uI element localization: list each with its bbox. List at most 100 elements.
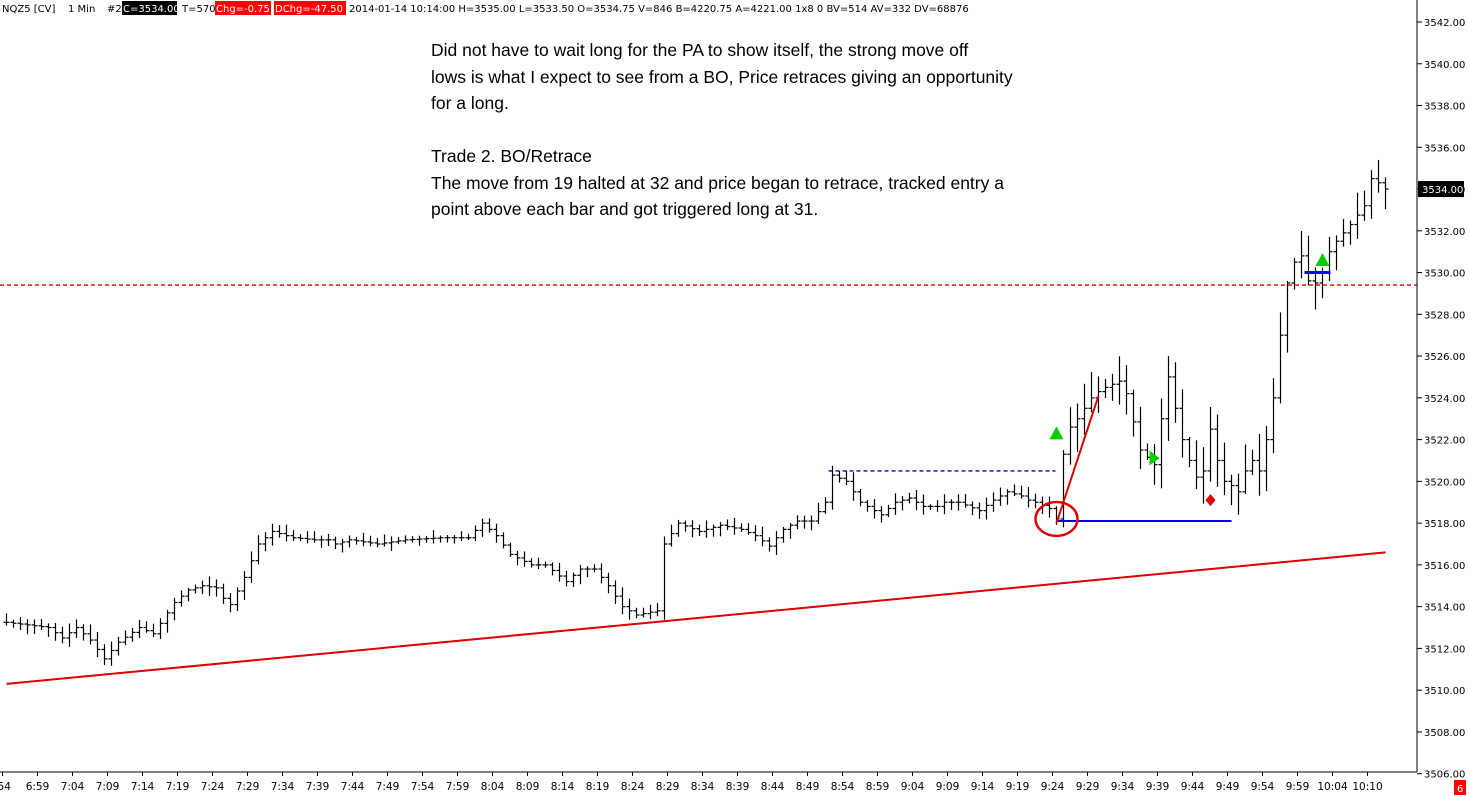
ohlc-bar (1011, 484, 1018, 497)
time-axis[interactable]: :54 6:59 7:04 7:09 7:14 7:19 7:24 7:29 7:34 7:39 7… (0, 771, 1417, 793)
price-tick-label: 3538.00 (1424, 102, 1465, 113)
ohlc-bar (1214, 414, 1221, 487)
ohlc-bar (1221, 442, 1228, 496)
price-tick-label: 3524.00 (1424, 394, 1465, 405)
ohlc-bar (605, 572, 612, 594)
ohlc-bar (696, 524, 703, 537)
ohlc-bar (185, 587, 192, 602)
ohlc-bar (10, 619, 17, 628)
ohlc-bar (535, 557, 542, 569)
price-tick-label: 3514.00 (1424, 603, 1465, 614)
ohlc-bar (885, 504, 892, 517)
ohlc-bar (1004, 489, 1011, 505)
ohlc-bar (626, 598, 633, 620)
ohlc-bar (689, 520, 696, 538)
price-axis[interactable]: 3506.00 3508.00 3510.00 3512.00 3514.00 3516.… (1416, 0, 1466, 795)
ohlc-bar (255, 535, 262, 565)
ohlc-bar (1340, 219, 1347, 247)
ohlc-bar (906, 492, 913, 504)
time-tick-label: 8:34 (691, 781, 715, 793)
trendline (6, 551, 1386, 685)
ohlc-bar (990, 492, 997, 512)
ohlc-bar (1284, 280, 1291, 353)
ohlc-bar (1242, 444, 1249, 494)
ohlc-bar (591, 564, 598, 573)
price-tick-label: 3540.00 (1424, 60, 1465, 71)
ohlc-bar (374, 537, 381, 548)
ohlc-bar (1081, 383, 1088, 435)
change-value: Chg=-0.75 (216, 4, 270, 15)
ohlc-bar (1018, 485, 1025, 499)
ohlc-bar (731, 517, 738, 535)
ohlc-bar (759, 526, 766, 547)
ohlc-bar (556, 562, 563, 582)
ohlc-bar (668, 524, 675, 547)
ohlc-bar (276, 525, 283, 538)
ohlc-bar (1067, 407, 1074, 465)
corner-marker (1454, 780, 1466, 795)
time-tick-label: 9:09 (936, 781, 960, 793)
ohlc-bar (444, 535, 451, 543)
price-tick-label: 3518.00 (1424, 519, 1465, 530)
ohlc-bar (570, 572, 577, 587)
ohlc-bar (318, 535, 325, 548)
time-tick-label: 8:49 (796, 781, 820, 793)
ohlc-bar (143, 621, 150, 633)
up-arrow-marker (1315, 253, 1330, 267)
ohlc-bar (87, 624, 94, 645)
ohlc-bar (1088, 371, 1095, 413)
ohlc-bar (157, 618, 164, 639)
ohlc-bar (724, 519, 731, 531)
down-diamond-marker (1205, 494, 1216, 507)
trade-count: T=570 (181, 4, 216, 15)
time-tick-label: 7:09 (96, 781, 120, 793)
time-tick-label: 9:24 (1041, 781, 1065, 793)
ohlc-bar (1305, 235, 1312, 286)
time-tick-label: 7:34 (271, 781, 295, 793)
ohlc-bar (458, 531, 465, 542)
last-price-label: 3534.00 (1422, 185, 1463, 196)
ohlc-bar (290, 530, 297, 541)
price-tick-label: 3528.00 (1424, 310, 1465, 321)
ohlc-bar (3, 613, 10, 626)
chart-header: NQZ5 [CV] 1 Min #2 C=3534.00 T=570 Chg=-0.75 D… (2, 1, 969, 15)
ohlc-bar (1263, 425, 1270, 492)
ohlc-bar (1256, 434, 1263, 496)
price-bars (3, 159, 1389, 666)
ohlc-bar (402, 535, 409, 544)
ohlc-bar (1207, 407, 1214, 482)
ohlc-bar (1235, 473, 1242, 515)
ohlc-bar (815, 502, 822, 524)
ohlc-bar (1270, 378, 1277, 454)
price-tick-label: 3520.00 (1424, 477, 1465, 488)
ohlc-bar (115, 636, 122, 656)
ohlc-bar (948, 499, 955, 510)
ohlc-bar (1025, 487, 1032, 508)
ohlc-bar (976, 502, 983, 519)
ohlc-bar (1249, 449, 1256, 476)
ohlc-bar (563, 570, 570, 587)
ohlc-bar (871, 498, 878, 519)
ohlc-bar (647, 604, 654, 620)
time-tick-label: 7:59 (446, 781, 470, 793)
ohlc-bar (52, 623, 59, 641)
ohlc-bar (80, 624, 87, 641)
ohlc-bar (899, 496, 906, 511)
bar-stats: 2014-01-14 10:14:00 H=3535.00 L=3533.50 … (349, 4, 969, 15)
ohlc-bar (73, 619, 80, 639)
ohlc-bar (150, 623, 157, 638)
symbol-label: NQZ5 [CV] (2, 4, 55, 15)
close-value: C=3534.00 (123, 4, 180, 15)
ohlc-bar (451, 535, 458, 544)
time-tick-label: :54 (0, 781, 11, 793)
last-price-tag (1418, 181, 1464, 198)
ohlc-bar (1095, 376, 1102, 413)
ohlc-bar (612, 580, 619, 604)
time-tick-label: 9:34 (1111, 781, 1135, 793)
ohlc-bar (528, 558, 535, 568)
ohlc-bar (850, 472, 857, 501)
ohlc-bar (1130, 389, 1137, 437)
time-tick-label: 8:29 (656, 781, 680, 793)
ohlc-bar (409, 536, 416, 543)
